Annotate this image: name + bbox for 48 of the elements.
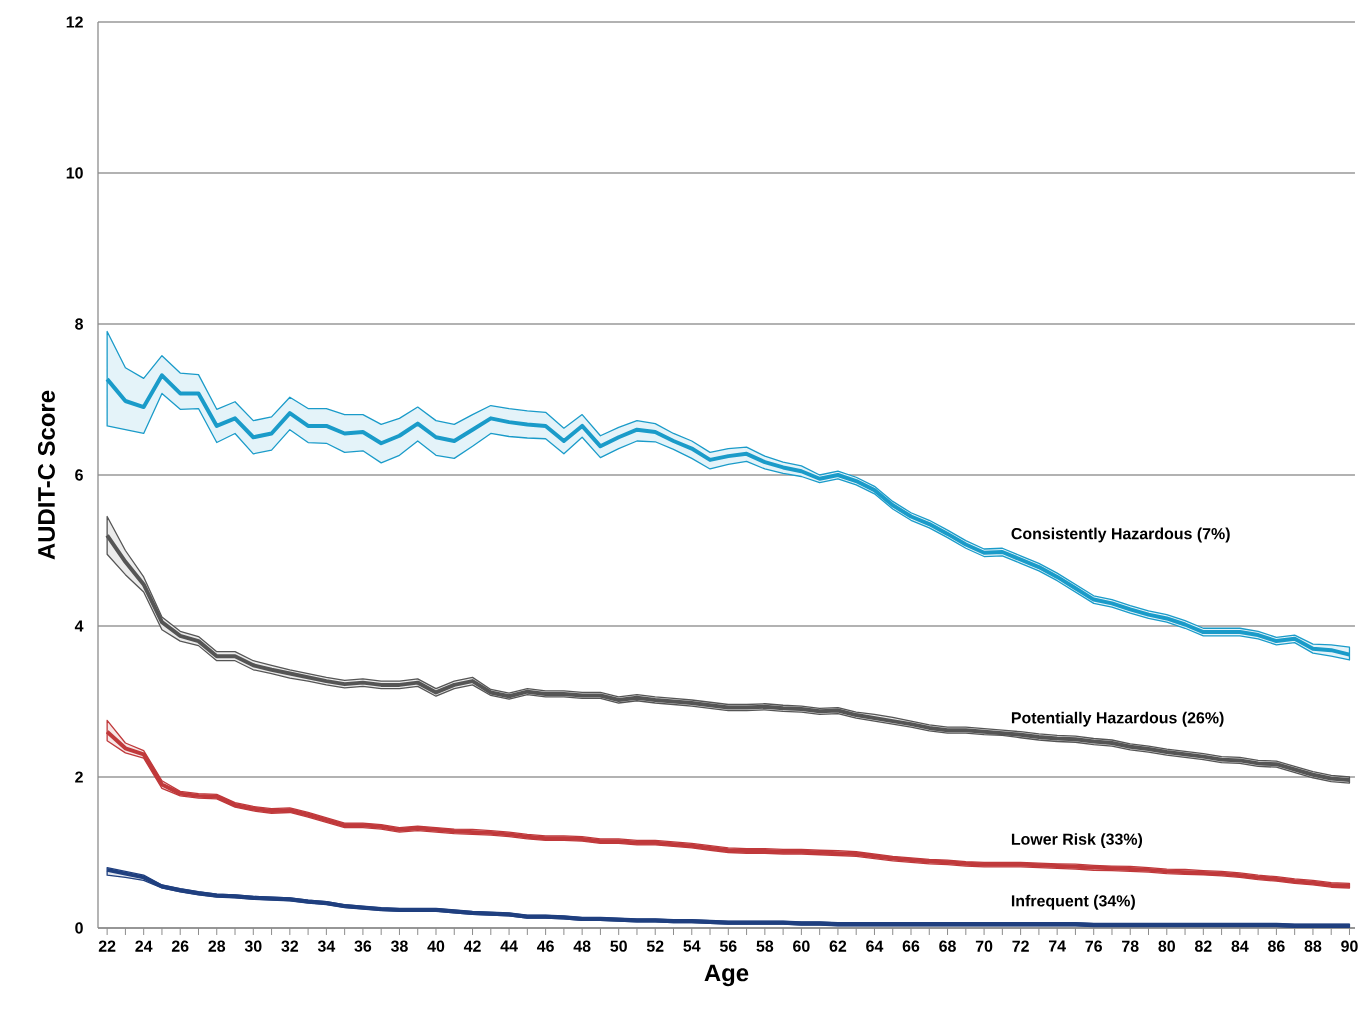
x-tick-label: 22 xyxy=(98,940,116,952)
x-tick-label: 34 xyxy=(317,940,336,952)
series-label: Potentially Hazardous (26%) xyxy=(1011,711,1224,727)
x-tick-label: 28 xyxy=(208,940,226,952)
x-tick-label: 82 xyxy=(1194,940,1212,952)
x-tick-label: 60 xyxy=(793,940,810,952)
x-tick-label: 40 xyxy=(427,940,445,952)
x-tick-label: 62 xyxy=(829,940,847,952)
y-tick-label: 2 xyxy=(75,771,83,783)
y-tick-label: 10 xyxy=(66,167,83,179)
x-tick-label: 50 xyxy=(610,940,627,952)
x-tick-label: 30 xyxy=(244,940,262,952)
y-tick-label: 12 xyxy=(66,16,83,28)
x-tick-label: 64 xyxy=(866,940,884,952)
y-axis-title: AUDIT-C Score xyxy=(37,390,55,560)
x-tick-label: 68 xyxy=(939,940,956,952)
x-tick-label: 86 xyxy=(1268,940,1285,952)
x-axis-title: Age xyxy=(704,964,749,987)
series-label: Consistently Hazardous (7%) xyxy=(1011,527,1230,543)
x-tick-label: 72 xyxy=(1012,940,1029,952)
x-tick-label: 90 xyxy=(1341,940,1358,952)
x-tick-label: 52 xyxy=(646,940,664,952)
series-label: Lower Risk (33%) xyxy=(1011,833,1143,849)
y-tick-label: 8 xyxy=(75,318,83,330)
x-tick-label: 26 xyxy=(171,940,189,952)
x-tick-label: 56 xyxy=(719,940,737,952)
y-tick-label: 6 xyxy=(75,469,83,481)
series-label: Infrequent (34%) xyxy=(1011,894,1135,910)
x-tick-label: 84 xyxy=(1231,940,1249,952)
x-tick-label: 44 xyxy=(500,940,518,952)
x-tick-label: 76 xyxy=(1085,940,1102,952)
x-tick-label: 58 xyxy=(756,940,774,952)
x-tick-label: 24 xyxy=(135,940,153,952)
x-tick-label: 48 xyxy=(573,940,591,952)
x-tick-label: 80 xyxy=(1158,940,1175,952)
x-tick-label: 42 xyxy=(463,940,481,952)
x-tick-label: 66 xyxy=(902,940,920,952)
x-tick-label: 38 xyxy=(390,940,408,952)
x-tick-label: 36 xyxy=(354,940,372,952)
x-tick-label: 46 xyxy=(536,940,554,952)
x-tick-label: 54 xyxy=(683,940,701,952)
x-tick-label: 32 xyxy=(281,940,299,952)
x-tick-label: 74 xyxy=(1048,940,1066,952)
y-tick-label: 4 xyxy=(74,620,84,632)
y-tick-label: 0 xyxy=(75,922,83,934)
x-tick-label: 88 xyxy=(1304,940,1322,952)
x-tick-label: 78 xyxy=(1122,940,1139,952)
x-tick-label: 70 xyxy=(975,940,993,952)
